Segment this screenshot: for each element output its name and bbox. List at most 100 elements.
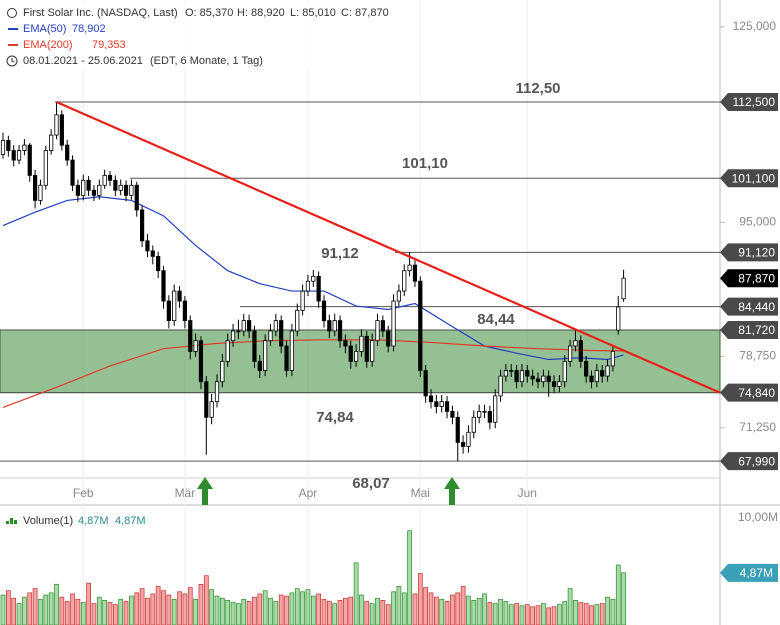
x-tick-label: Feb	[73, 486, 94, 500]
volume-bar	[583, 603, 589, 625]
volume-bar	[32, 588, 38, 625]
volume-bar	[514, 603, 519, 625]
legend-background	[0, 2, 400, 70]
ema-line	[2, 196, 624, 361]
volume-bar	[487, 602, 493, 625]
volume-bar	[225, 600, 231, 625]
candle-body	[27, 144, 32, 176]
volume-bar	[236, 603, 241, 625]
volume-bar	[621, 572, 626, 625]
volume-bar	[155, 586, 161, 625]
candle-body	[134, 184, 139, 211]
volume-bar	[417, 573, 423, 625]
volume-bar	[573, 600, 578, 625]
candle-body	[97, 184, 102, 196]
volume-bar	[482, 593, 487, 625]
volume-bar	[535, 605, 541, 625]
candle-body	[546, 375, 551, 383]
volume-bar	[241, 598, 247, 625]
candle-body	[321, 300, 327, 321]
volume-bar	[86, 582, 91, 625]
volume-bar	[578, 602, 584, 625]
candle-body	[375, 320, 380, 342]
volume-bar	[16, 603, 22, 625]
volume-bar	[519, 605, 525, 625]
volume-bar	[321, 598, 327, 625]
level-label: 74,840	[738, 386, 775, 400]
candle-body	[156, 255, 161, 272]
volume-bar	[257, 593, 263, 625]
volume-bar	[428, 592, 434, 625]
volume-bar	[455, 592, 461, 625]
candle-body	[450, 411, 455, 418]
volume-bar	[134, 592, 140, 625]
volume-bar	[385, 604, 391, 625]
volume-bar	[182, 593, 188, 625]
volume-bar	[75, 598, 81, 625]
candle-body	[246, 320, 252, 332]
candle-body	[370, 340, 375, 362]
x-tick-label: Jun	[518, 486, 537, 500]
candle-body	[295, 309, 300, 332]
volume-bar	[118, 598, 124, 625]
candle-body	[444, 401, 450, 412]
candle-body	[332, 320, 337, 332]
annotation: 74,84	[316, 409, 354, 426]
candle-body	[343, 340, 348, 347]
level-label-box	[720, 169, 778, 188]
candle-body	[177, 290, 182, 302]
candle-body	[166, 300, 171, 321]
volume-bar	[171, 598, 177, 625]
ohlc-label: O: 85,370	[185, 7, 233, 19]
candle-body	[439, 401, 444, 407]
candle-body	[284, 345, 289, 371]
candle-body	[434, 401, 439, 407]
volume-bar	[209, 589, 214, 625]
candle-body	[172, 290, 177, 321]
legend-icon	[7, 8, 17, 18]
candle-body	[568, 345, 573, 362]
volume-bar	[0, 594, 6, 625]
volume-bar	[112, 604, 118, 625]
volume-bar	[546, 607, 552, 625]
legend-value: 79,353	[92, 39, 126, 51]
volume-bar	[407, 530, 412, 625]
level-label: 91,120	[738, 245, 775, 259]
trend-line	[56, 100, 721, 394]
candle-body	[466, 431, 471, 447]
level-label-box	[720, 452, 778, 471]
volume-bar	[594, 604, 600, 625]
volume-bar	[310, 595, 316, 625]
volume-bar	[193, 598, 198, 625]
candle-body	[557, 381, 562, 387]
candle-body	[182, 300, 187, 321]
volume-bar	[139, 588, 145, 625]
candle-body	[118, 184, 123, 191]
volume-bar	[294, 588, 300, 625]
volume-bar	[27, 592, 33, 625]
candle-body	[59, 114, 64, 146]
volume-bar	[466, 595, 471, 625]
ohlc-label: H: 88,920	[237, 7, 285, 19]
level-label-box	[720, 93, 778, 112]
candle-body	[407, 264, 412, 272]
y-tick-label: 71,250	[739, 420, 776, 434]
volume-bar	[508, 604, 514, 625]
candle-body	[551, 381, 557, 387]
volume-bar	[369, 603, 375, 625]
level-label-box	[720, 383, 778, 402]
candle-body	[402, 270, 407, 292]
volume-bar	[273, 601, 279, 625]
volume-bar	[102, 600, 108, 625]
volume-bar	[91, 603, 97, 625]
legend-label: EMA(50)	[23, 23, 66, 35]
range-note: (EDT, 6 Monate, 1 Tag)	[150, 55, 263, 67]
volume-bar	[107, 602, 113, 625]
candle-body	[578, 340, 583, 362]
volume-bar	[203, 575, 209, 625]
volume-bar	[605, 596, 610, 625]
candle-body	[81, 179, 86, 196]
candle-body	[519, 370, 525, 383]
volume-bar	[43, 594, 49, 625]
